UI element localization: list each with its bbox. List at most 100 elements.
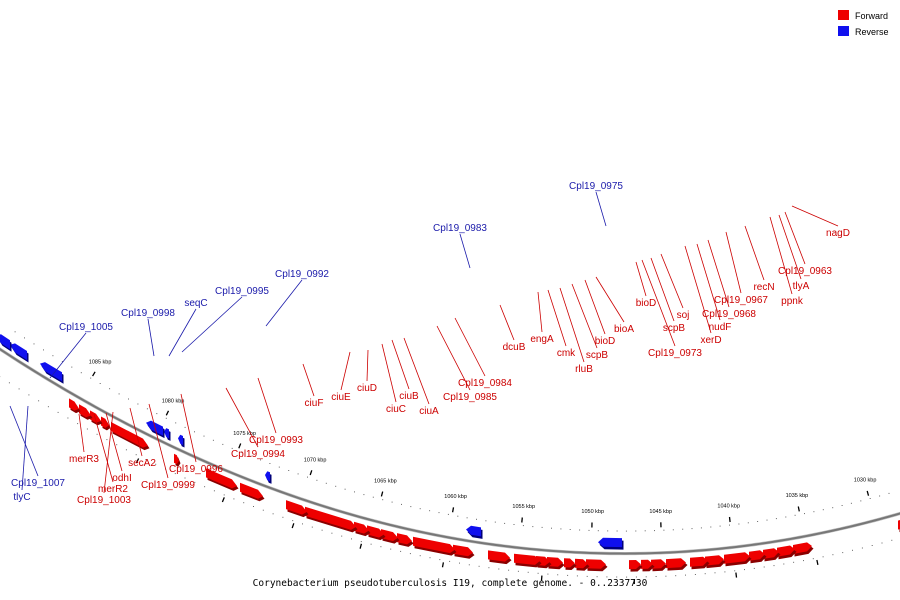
- gene-label: bioD: [595, 336, 616, 347]
- gene-label: Cpl19_0985: [443, 392, 497, 403]
- gene-label: dcuB: [503, 342, 526, 353]
- forward-gene-arrow: [666, 558, 686, 569]
- reverse-gene-arrow: [40, 362, 62, 382]
- gene-label: ciuD: [357, 383, 377, 394]
- label-leader: [595, 191, 607, 227]
- scale-dot: [410, 506, 412, 508]
- gene-label: merR3: [69, 454, 99, 465]
- scale-dot: [775, 518, 777, 520]
- scale-dot: [586, 575, 588, 577]
- label-leader: [769, 216, 793, 295]
- scale-dot: [109, 388, 111, 390]
- scale-dot: [616, 530, 618, 532]
- scale-dot: [522, 525, 524, 527]
- label-leader: [225, 387, 259, 448]
- scale-dot: [380, 546, 382, 548]
- scale-dot: [785, 516, 787, 518]
- label-leader: [103, 411, 114, 494]
- scale-dot: [852, 549, 853, 551]
- gene-label: scpB: [586, 350, 609, 361]
- tick-label: 1050 kbp: [581, 509, 604, 515]
- scale-dot: [24, 337, 25, 339]
- label-leader: [168, 308, 197, 357]
- label-leader: [9, 405, 39, 477]
- tick-label: 1045 kbp: [649, 509, 672, 515]
- label-leader: [459, 233, 471, 269]
- gene-label: Cpl19_0983: [433, 223, 487, 234]
- scale-dot: [597, 530, 599, 532]
- scale-dot: [625, 530, 627, 532]
- scale-dot: [125, 449, 127, 451]
- label-leader: [265, 279, 303, 327]
- scale-dot: [297, 473, 299, 475]
- gene-label: Cpl19_0993: [249, 435, 303, 446]
- scale-dot: [156, 413, 158, 415]
- legend-label-reverse: Reverse: [855, 27, 889, 37]
- scale-dot: [793, 561, 795, 563]
- scale-dot: [822, 509, 824, 511]
- genome-backbone: [0, 348, 900, 555]
- gene-label: nagD: [826, 228, 850, 239]
- scale-dot: [569, 529, 571, 530]
- label-leader: [635, 261, 647, 297]
- minor-tick: [441, 562, 445, 568]
- gene-layer: [0, 334, 900, 572]
- scale-dot: [262, 509, 264, 511]
- gene-label: seqC: [184, 298, 207, 309]
- scale-dot: [547, 573, 549, 575]
- gene-label: cmk: [557, 348, 576, 359]
- major-tick: [728, 516, 731, 523]
- label-leader: [778, 214, 802, 280]
- forward-gene-arrow: [564, 558, 575, 568]
- label-leader: [129, 407, 143, 457]
- scale-dot: [18, 388, 20, 390]
- tick-label: 1055 kbp: [512, 504, 535, 510]
- scale-dot: [86, 428, 88, 430]
- gene-label: ciuC: [386, 404, 406, 415]
- scale-dot: [116, 444, 118, 446]
- forward-gene-arrow: [690, 556, 708, 567]
- scale-dot: [213, 490, 215, 492]
- gene-label: odhI: [112, 473, 131, 484]
- scale-dot: [449, 560, 451, 562]
- scale-dot: [203, 435, 205, 437]
- scale-dot: [390, 548, 392, 550]
- gene-label: Cpl19_0975: [569, 181, 623, 192]
- reverse-gene-arrow: [164, 428, 169, 439]
- legend-label-forward: Forward: [855, 11, 888, 21]
- scale-dot: [478, 565, 480, 567]
- label-leader: [340, 351, 351, 391]
- scale-dot: [804, 513, 805, 515]
- scale-dot: [710, 526, 712, 528]
- scale-dot: [655, 576, 657, 577]
- scale-dot: [579, 529, 581, 531]
- label-leader: [784, 211, 806, 265]
- legend: Forward Reverse: [838, 10, 889, 37]
- label-leader: [180, 393, 197, 463]
- label-leader: [454, 317, 486, 377]
- scale-dot: [47, 406, 49, 408]
- scale-dot: [135, 454, 137, 456]
- label-leader: [584, 279, 606, 335]
- gene-label: Cpl19_0963: [778, 266, 832, 277]
- scale-dot: [354, 491, 355, 493]
- scale-dot: [419, 508, 421, 510]
- forward-gene-arrow: [724, 552, 750, 564]
- label-leader: [302, 363, 315, 397]
- scale-dot: [672, 529, 674, 531]
- reverse-gene-arrow: [466, 525, 481, 537]
- scale-dot: [137, 403, 139, 405]
- forward-gene-arrow: [101, 416, 109, 428]
- scale-dot: [222, 443, 224, 445]
- gene-label: scpB: [663, 323, 686, 334]
- label-leader: [641, 259, 676, 347]
- major-tick: [238, 443, 242, 449]
- scale-dot: [288, 470, 290, 471]
- tick-label: 1030 kbp: [854, 478, 877, 484]
- scale-dot: [794, 514, 796, 516]
- scale-dot: [476, 518, 477, 520]
- backbone-layer: [0, 347, 900, 556]
- tick-label: 1060 kbp: [444, 494, 467, 500]
- forward-gene-arrow: [367, 525, 384, 538]
